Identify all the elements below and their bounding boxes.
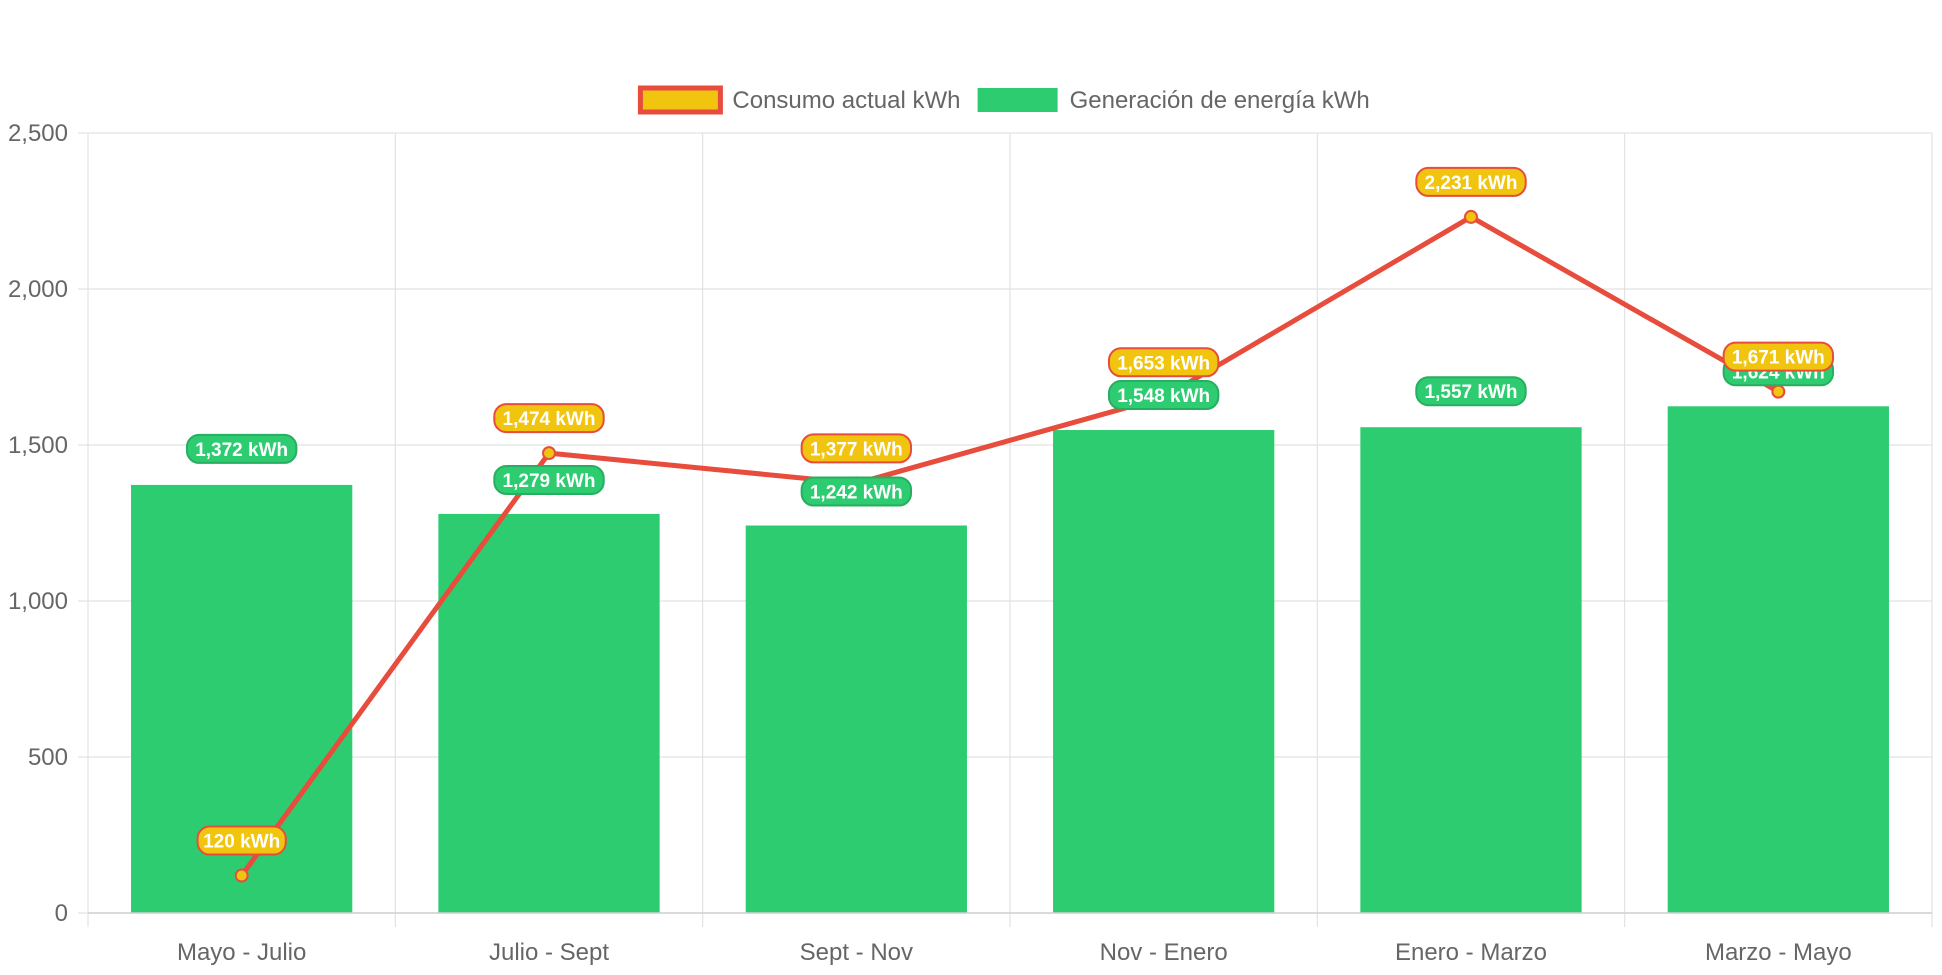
legend[interactable]: Consumo actual kWh Generación de energía … xyxy=(637,85,1370,115)
bar-data-label: 1,279 kWh xyxy=(493,464,605,495)
line-data-label-bg xyxy=(800,433,913,464)
legend-item[interactable]: Consumo actual kWh xyxy=(637,85,960,115)
bar-data-label: 1,242 kWh xyxy=(800,476,913,507)
bar-data-label-text: 1,372 kWh xyxy=(195,440,288,461)
line-data-label-text: 2,231 kWh xyxy=(1425,173,1518,194)
line-data-label-bg xyxy=(493,403,605,434)
legend-label: Generación de energía kWh xyxy=(1070,87,1370,114)
x-tick-label: Mayo - Julio xyxy=(177,939,306,966)
line-data-label: 2,231 kWh xyxy=(1415,166,1527,197)
bar[interactable] xyxy=(1053,430,1275,913)
legend-swatch xyxy=(977,88,1058,112)
bar-data-label: 1,548 kWh xyxy=(1107,380,1220,411)
line-data-label-bg xyxy=(1415,166,1527,197)
line-data-label: 1,671 kWh xyxy=(1722,341,1835,372)
axes: 0 500 1,000 1,500 2,000 2,500 Mayo - Julio Juli… xyxy=(8,120,1932,966)
y-tick-label: 1,000 xyxy=(8,588,68,615)
line-point[interactable] xyxy=(234,868,249,883)
bar-series xyxy=(131,406,1889,913)
bar-data-label-bg xyxy=(1107,380,1220,411)
line-data-label: 1,377 kWh xyxy=(800,433,913,464)
bar-data-label: 1,557 kWh xyxy=(1415,376,1527,407)
x-tick-label: Marzo - Mayo xyxy=(1705,939,1852,966)
line-data-label-text: 1,653 kWh xyxy=(1117,353,1210,374)
bar-data-label-text: 1,279 kWh xyxy=(503,471,596,492)
x-tick-label: Julio - Sept xyxy=(489,939,609,966)
x-tick-label: Nov - Enero xyxy=(1100,939,1228,966)
line-data-label-bg xyxy=(1722,341,1835,372)
x-tick-label: Enero - Marzo xyxy=(1395,939,1547,966)
y-tick-label: 2,000 xyxy=(8,276,68,303)
y-tick-label: 2,500 xyxy=(8,120,68,147)
line-data-label-bg xyxy=(196,825,287,856)
bar-data-label-text: 1,242 kWh xyxy=(810,482,903,503)
data-labels: 1,372 kWh 1,279 kWh 1,242 kWh 1,548 kWh 1,55… xyxy=(185,166,1835,856)
y-tick-label: 1,500 xyxy=(8,432,68,459)
line-data-label-text: 120 kWh xyxy=(203,832,280,853)
line-point[interactable] xyxy=(1464,209,1478,224)
bar[interactable] xyxy=(438,513,660,913)
line-data-label: 120 kWh xyxy=(196,825,287,856)
legend-item[interactable]: Generación de energía kWh xyxy=(977,87,1370,114)
legend-swatch xyxy=(637,85,723,115)
line-data-label: 1,474 kWh xyxy=(493,403,605,434)
bar-data-label-bg xyxy=(1415,376,1527,407)
bar-data-label: 1,372 kWh xyxy=(185,433,298,464)
bar[interactable] xyxy=(745,525,967,913)
y-tick-label: 0 xyxy=(55,900,68,927)
bar-data-label-bg xyxy=(800,476,913,507)
line-data-label-text: 1,474 kWh xyxy=(503,409,596,430)
bar[interactable] xyxy=(1360,427,1582,913)
y-tick-label: 500 xyxy=(28,744,68,771)
line-data-label-bg xyxy=(1107,347,1220,378)
series-line xyxy=(239,214,1780,878)
bar-data-label-text: 1,548 kWh xyxy=(1117,386,1210,407)
bar[interactable] xyxy=(1667,406,1889,913)
line-point[interactable] xyxy=(1771,384,1786,399)
line-data-label-text: 1,377 kWh xyxy=(810,439,903,460)
bar-data-label-bg xyxy=(493,464,605,495)
bar-data-label-bg xyxy=(185,433,298,464)
line-point[interactable] xyxy=(542,446,556,461)
bar-data-label-text: 1,557 kWh xyxy=(1425,382,1518,403)
gridlines xyxy=(78,132,1933,927)
line-data-label: 1,653 kWh xyxy=(1107,347,1220,378)
line-data-label-text: 1,671 kWh xyxy=(1732,348,1825,369)
x-tick-label: Sept - Nov xyxy=(800,939,913,966)
legend-label: Consumo actual kWh xyxy=(732,87,960,114)
